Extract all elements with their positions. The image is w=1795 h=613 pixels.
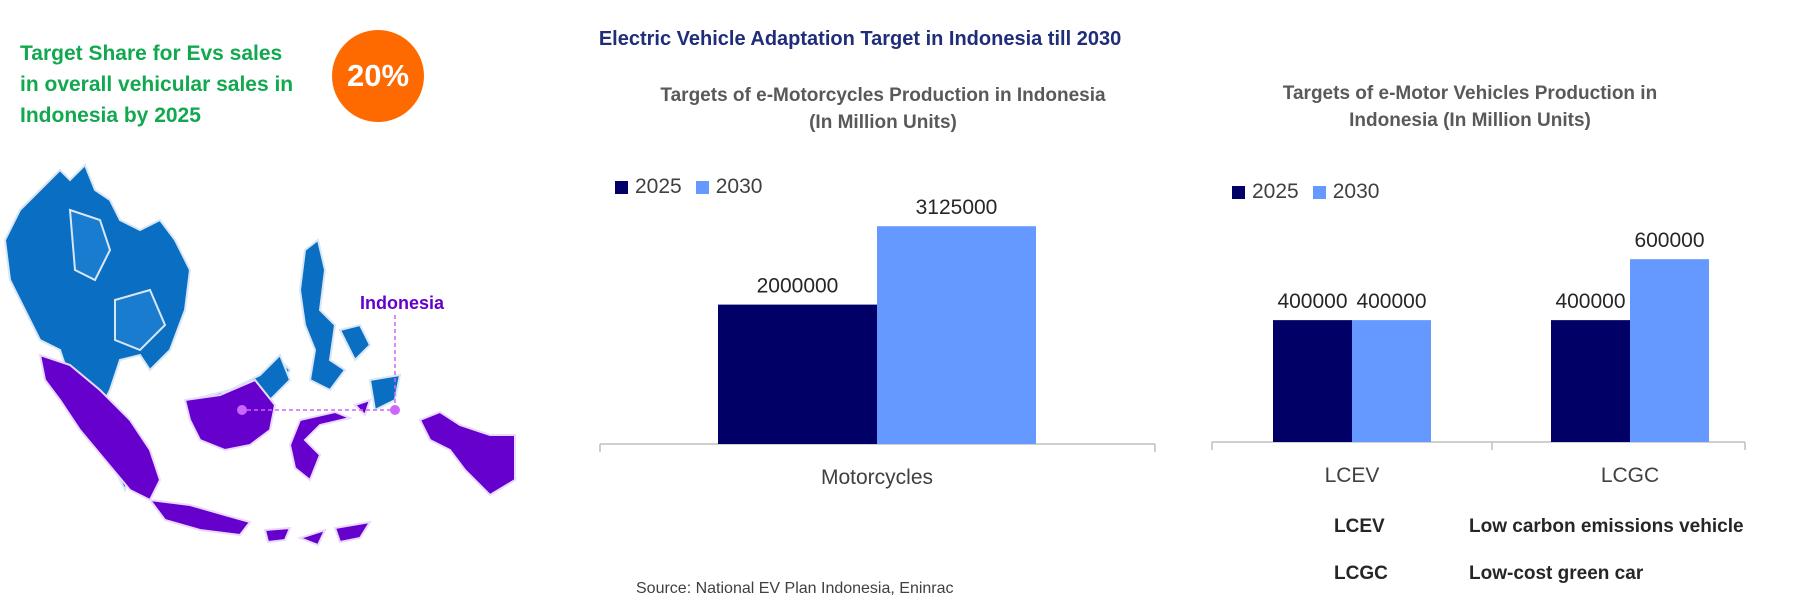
headline-line-2: in overall vehicular sales in — [20, 73, 294, 96]
category-label-motorcycles: Motorcycles — [821, 466, 933, 489]
data-label-lcgc-2025: 400000 — [1555, 290, 1625, 313]
data-label-lcgc-2030: 600000 — [1634, 229, 1704, 252]
ev-share-headline: Target Share for Evs sales in overall ve… — [20, 38, 320, 131]
legend-item-2030: 2030 — [1312, 180, 1380, 204]
bar-lcgc-2030 — [1630, 259, 1709, 442]
map-marker-dot-end — [390, 405, 400, 415]
headline-line-3: Indonesia by 2025 — [20, 104, 201, 127]
glossary-term-lcgc: LCGC — [1334, 563, 1388, 584]
legend-swatch-2025 — [1232, 185, 1245, 199]
motor-vehicles-bar-chart: 400000 400000 LCEV 400000 600000 LCGC — [1211, 229, 1746, 487]
data-label-lcev-2025: 400000 — [1277, 290, 1347, 313]
data-label-lcev-2030: 400000 — [1356, 290, 1426, 313]
chart-1-title-line-2: (In Million Units) — [809, 112, 957, 133]
glossary-term-lcev: LCEV — [1334, 516, 1385, 537]
legend-swatch-2030 — [695, 180, 709, 194]
indonesia-region-shape — [38, 353, 516, 547]
legend-label-2030: 2030 — [715, 175, 763, 198]
main-title: Electric Vehicle Adaptation Target in In… — [598, 28, 1122, 50]
chart-1-legend: 2025 2030 — [615, 175, 776, 199]
data-label-motorcycles-2030: 3125000 — [916, 196, 998, 219]
motorcycles-bar-chart: 2000000 3125000 Motorcycles — [599, 196, 1156, 489]
headline-line-1: Target Share for Evs sales — [20, 42, 283, 65]
share-badge: 20% — [332, 30, 424, 122]
chart-2-title-line-1: Targets of e-Motor Vehicles Production i… — [1282, 83, 1658, 104]
data-label-motorcycles-2025: 2000000 — [757, 275, 839, 298]
glossary-definition-lcgc: Low-cost green car — [1469, 563, 1644, 584]
legend-item-2025: 2025 — [615, 175, 682, 199]
glossary-definition-lcev: Low carbon emissions vehicle — [1469, 516, 1744, 537]
source-note: Source: National EV Plan Indonesia, Enin… — [636, 580, 954, 597]
bar-lcev-2025 — [1273, 320, 1352, 442]
legend-label-2025: 2025 — [635, 175, 682, 198]
mainland-region-shape — [3, 163, 402, 493]
map-marker-dot — [237, 405, 247, 415]
legend-item-2025: 2025 — [1232, 180, 1299, 204]
southeast-asia-map: Indonesia — [3, 163, 516, 547]
legend-label-2025: 2025 — [1252, 180, 1299, 203]
chart-1-title: Targets of e-Motorcycles Production in I… — [598, 82, 1168, 136]
legend-swatch-2025 — [615, 180, 628, 194]
bar-lcev-2030 — [1352, 320, 1431, 442]
bar-motorcycles-2030 — [877, 226, 1036, 444]
legend-swatch-2030 — [1312, 185, 1326, 199]
chart-2-title: Targets of e-Motor Vehicles Production i… — [1190, 80, 1750, 134]
legend-item-2030: 2030 — [695, 175, 763, 199]
bar-lcgc-2025 — [1551, 320, 1630, 442]
bar-motorcycles-2025 — [718, 304, 877, 444]
chart-2-title-line-2: Indonesia (In Million Units) — [1349, 110, 1591, 131]
legend-label-2030: 2030 — [1332, 180, 1380, 203]
indonesia-label: Indonesia — [360, 293, 445, 313]
chart-1-title-line-1: Targets of e-Motorcycles Production in I… — [660, 85, 1106, 106]
chart-2-legend: 2025 2030 — [1232, 180, 1393, 204]
category-label-lcev: LCEV — [1325, 464, 1380, 487]
category-label-lcgc: LCGC — [1601, 464, 1659, 487]
